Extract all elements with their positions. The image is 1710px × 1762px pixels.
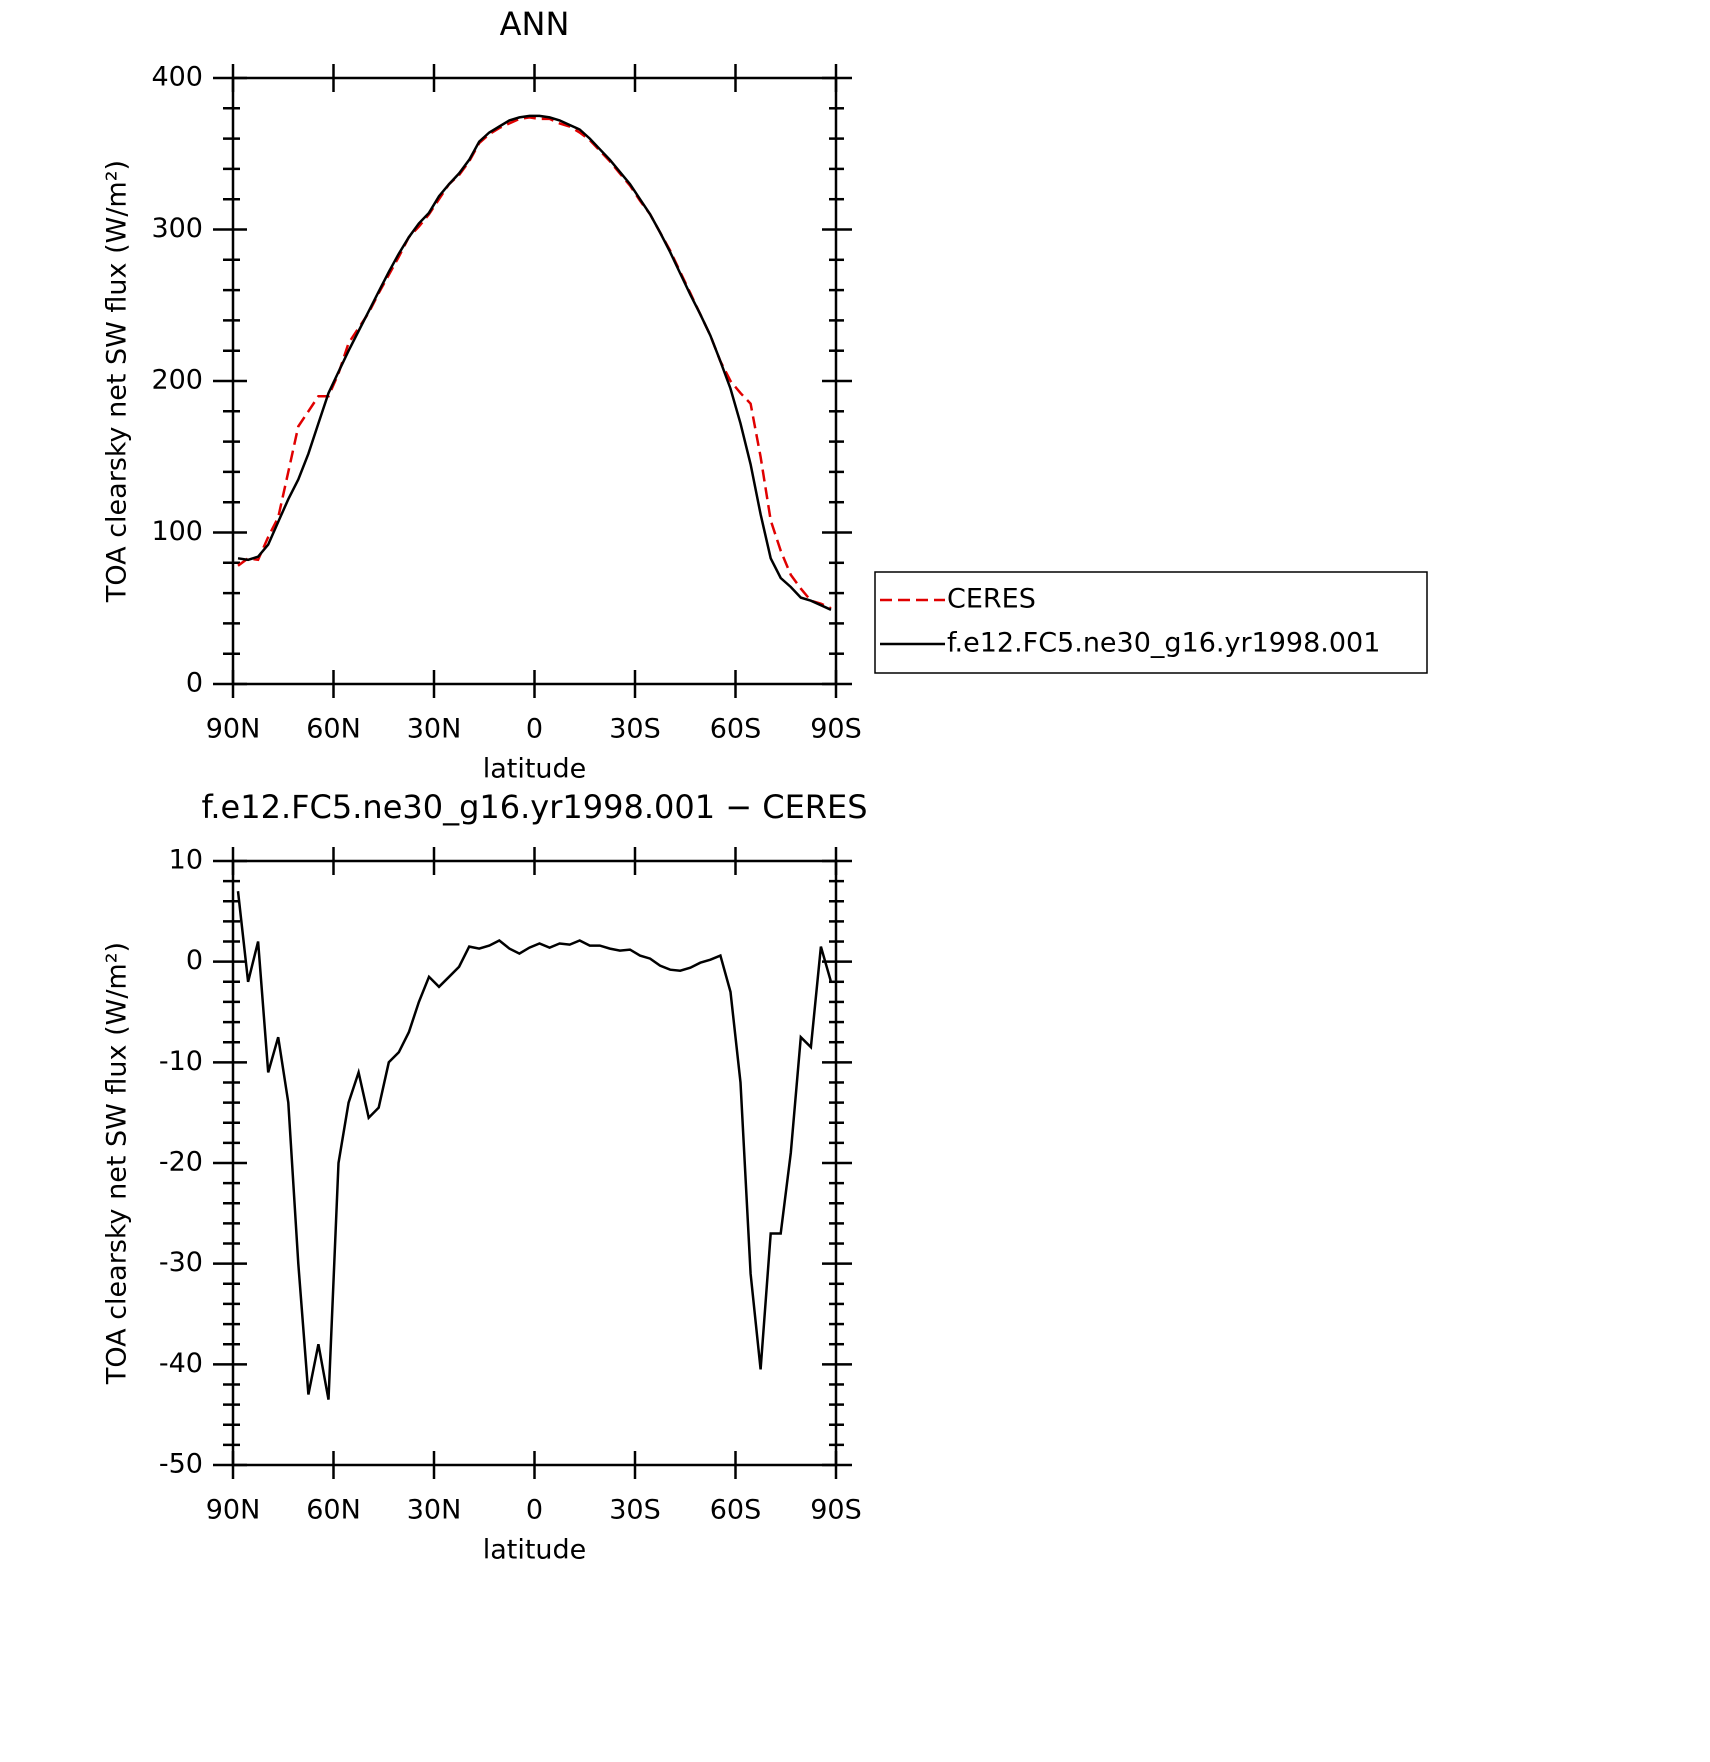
y-tick-label: 0 [186,668,203,699]
x-tick-label: 90S [810,714,862,745]
x-tick-label: 30N [407,714,462,745]
y-tick-label: -50 [159,1449,203,1480]
plot-frame [231,76,838,686]
x-tick-label: 90N [206,714,261,745]
x-tick-label: 30S [609,1495,661,1526]
x-tick-label: 60S [710,1495,762,1526]
y-axis-label: TOA clearsky net SW flux (W/m²) [102,160,133,603]
x-tick-label: 0 [526,1495,543,1526]
x-tick-label: 60N [306,714,361,745]
y-tick-label: -30 [159,1247,203,1278]
legend-box [874,571,1428,674]
x-axis-label: latitude [483,1535,587,1566]
x-axis-label: latitude [483,754,587,785]
data-line [237,116,832,610]
y-tick-label: -10 [159,1046,203,1077]
y-tick-label: 10 [169,845,203,876]
legend-label: f.e12.FC5.ne30_g16.yr1998.001 [947,628,1380,659]
y-tick-label: -20 [159,1147,203,1178]
x-tick-label: 0 [526,714,543,745]
y-tick-label: 0 [186,945,203,976]
chart-title: f.e12.FC5.ne30_g16.yr1998.001 − CERES [201,788,867,826]
data-line [236,891,833,1400]
x-tick-label: 90S [810,1495,862,1526]
data-line [237,114,832,611]
x-tick-label: 30S [609,714,661,745]
y-tick-label: 300 [151,213,203,244]
chart-title: ANN [500,5,570,43]
x-tick-label: 60S [710,714,762,745]
y-tick-label: 200 [151,365,203,396]
y-tick-label: 400 [151,62,203,93]
x-tick-label: 30N [407,1495,462,1526]
y-tick-label: 100 [151,516,203,547]
x-tick-label: 60N [306,1495,361,1526]
legend-label: CERES [947,584,1036,615]
y-tick-label: -40 [159,1348,203,1379]
y-axis-label: TOA clearsky net SW flux (W/m²) [102,942,133,1385]
x-tick-label: 90N [206,1495,261,1526]
